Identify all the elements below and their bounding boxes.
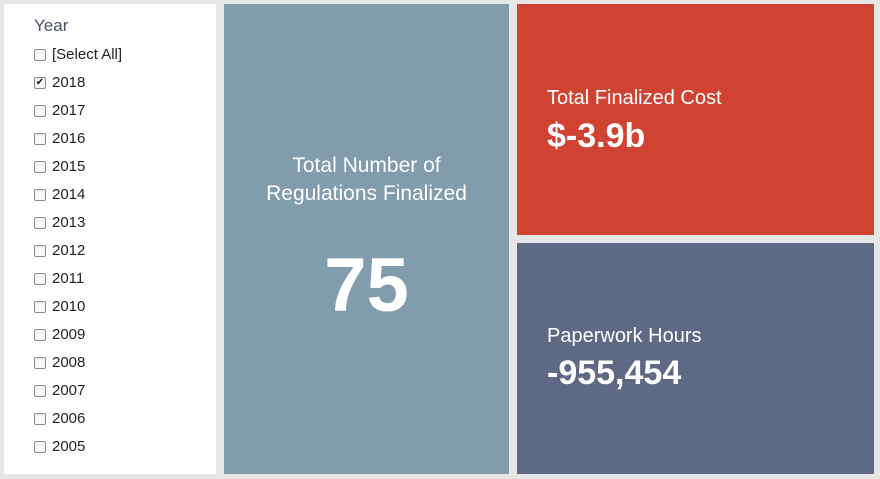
year-2015-checkbox[interactable]: ✔ (34, 161, 46, 173)
finalized-cost-label: Total Finalized Cost (547, 86, 722, 110)
year-2008-checkbox[interactable]: ✔ (34, 357, 46, 369)
year-2016-checkbox[interactable]: ✔ (34, 133, 46, 145)
year-option-2010[interactable]: ✔ 2010 (34, 293, 216, 321)
year-option-label: [Select All] (52, 41, 122, 69)
year-option-2017[interactable]: ✔ 2017 (34, 97, 216, 125)
regulations-count-tile: Total Number of Regulations Finalized 75 (224, 4, 509, 474)
year-option-label: 2011 (52, 265, 84, 293)
year-option-label: 2006 (52, 405, 85, 433)
year-option-2016[interactable]: ✔ 2016 (34, 125, 216, 153)
year-option-select-all[interactable]: ✔ [Select All] (34, 41, 216, 69)
year-option-label: 2017 (52, 97, 85, 125)
year-filter-list: ✔ [Select All] ✔ 2018 ✔ 2017 ✔ 2016 ✔ 20… (34, 41, 216, 461)
paperwork-hours-value: -955,454 (547, 353, 681, 393)
paperwork-hours-tile: Paperwork Hours -955,454 (517, 243, 874, 474)
year-option-2006[interactable]: ✔ 2006 (34, 405, 216, 433)
year-option-label: 2007 (52, 377, 85, 405)
year-option-label: 2012 (52, 237, 85, 265)
year-option-label: 2010 (52, 293, 85, 321)
select-all-checkbox[interactable]: ✔ (34, 49, 46, 61)
year-filter-title: Year (34, 16, 216, 36)
year-option-2014[interactable]: ✔ 2014 (34, 181, 216, 209)
year-option-label: 2015 (52, 153, 85, 181)
finalized-cost-tile: Total Finalized Cost $-3.9b (517, 4, 874, 235)
year-2012-checkbox[interactable]: ✔ (34, 245, 46, 257)
year-2018-checkbox[interactable]: ✔ (34, 77, 46, 89)
year-option-2013[interactable]: ✔ 2013 (34, 209, 216, 237)
regulations-count-label: Total Number of Regulations Finalized (224, 152, 509, 208)
year-2007-checkbox[interactable]: ✔ (34, 385, 46, 397)
regulations-count-value: 75 (224, 244, 509, 328)
year-option-2008[interactable]: ✔ 2008 (34, 349, 216, 377)
year-option-label: 2008 (52, 349, 85, 377)
year-option-2007[interactable]: ✔ 2007 (34, 377, 216, 405)
year-option-2005[interactable]: ✔ 2005 (34, 433, 216, 461)
year-option-2018[interactable]: ✔ 2018 (34, 69, 216, 97)
year-option-label: 2018 (52, 69, 85, 97)
checkmark-icon: ✔ (36, 78, 44, 88)
year-2011-checkbox[interactable]: ✔ (34, 273, 46, 285)
year-option-label: 2005 (52, 433, 85, 461)
year-2014-checkbox[interactable]: ✔ (34, 189, 46, 201)
year-option-2015[interactable]: ✔ 2015 (34, 153, 216, 181)
year-2017-checkbox[interactable]: ✔ (34, 105, 46, 117)
year-2009-checkbox[interactable]: ✔ (34, 329, 46, 341)
year-filter-panel: Year ✔ [Select All] ✔ 2018 ✔ 2017 ✔ 2016… (4, 4, 216, 474)
year-2010-checkbox[interactable]: ✔ (34, 301, 46, 313)
year-option-label: 2009 (52, 321, 85, 349)
year-option-label: 2013 (52, 209, 85, 237)
year-option-label: 2014 (52, 181, 85, 209)
paperwork-hours-label: Paperwork Hours (547, 324, 702, 348)
year-option-2012[interactable]: ✔ 2012 (34, 237, 216, 265)
year-2006-checkbox[interactable]: ✔ (34, 413, 46, 425)
year-option-2009[interactable]: ✔ 2009 (34, 321, 216, 349)
year-2013-checkbox[interactable]: ✔ (34, 217, 46, 229)
year-option-label: 2016 (52, 125, 85, 153)
year-2005-checkbox[interactable]: ✔ (34, 441, 46, 453)
year-option-2011[interactable]: ✔ 2011 (34, 265, 216, 293)
finalized-cost-value: $-3.9b (547, 116, 645, 156)
